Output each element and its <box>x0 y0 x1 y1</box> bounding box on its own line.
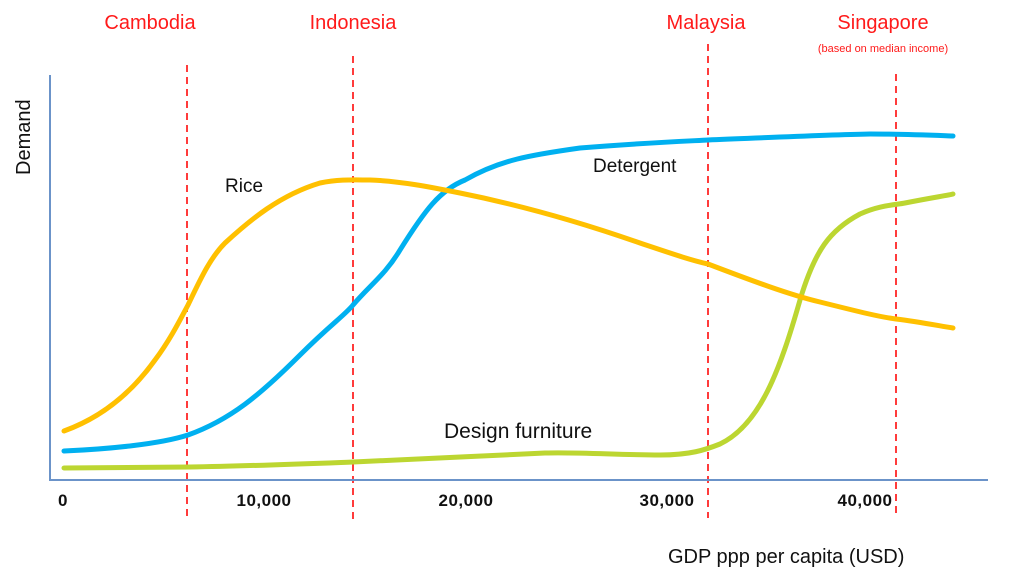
country-label-singapore: Singapore <box>837 12 929 34</box>
series-line-rice <box>61 177 956 434</box>
country-label-malaysia: Malaysia <box>666 12 746 34</box>
series-label-rice: Rice <box>225 176 264 197</box>
x-tick-30000: 30,000 <box>639 491 695 510</box>
series-label-design-furniture: Design furniture <box>444 420 593 443</box>
y-axis-title: Demand <box>13 99 35 175</box>
series-label-detergent: Detergent <box>593 156 677 177</box>
x-tick-10000: 10,000 <box>236 491 292 510</box>
x-tick-0: 0 <box>58 491 68 510</box>
country-note-singapore: (based on median income) <box>817 43 949 55</box>
x-axis-title: GDP ppp per capita (USD) <box>668 546 905 568</box>
series-line-design-furniture <box>61 191 956 471</box>
x-tick-20000: 20,000 <box>438 491 494 510</box>
series-line-detergent <box>61 131 956 454</box>
country-label-indonesia: Indonesia <box>309 12 397 34</box>
x-tick-40000: 40,000 <box>837 491 893 510</box>
country-label-cambodia: Cambodia <box>104 12 196 34</box>
